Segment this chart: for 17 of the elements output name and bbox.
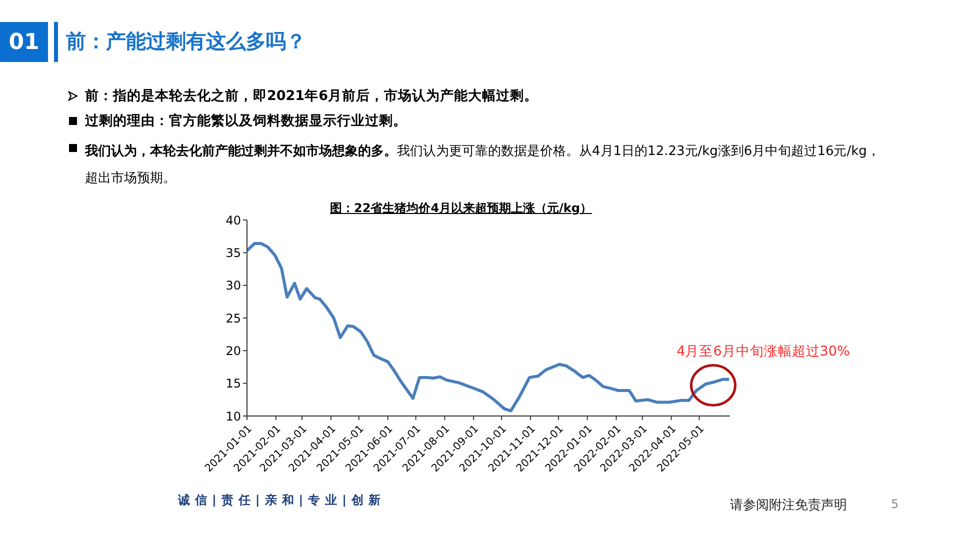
text: 前：产能过剩有这么多吗？	[66, 28, 306, 55]
text: 01	[0, 22, 48, 62]
annotation: 4月至6月中旬涨幅超过30%	[676, 343, 850, 360]
y-tick-label: 30	[226, 278, 241, 293]
text: 我们认为，本轮去化前产能过剩并不如市场想象的多。	[85, 144, 397, 159]
y-tick-label: 35	[226, 246, 241, 260]
chart-title: 图：22省生猪均价4月以来超预期上涨（元/kg）	[330, 200, 592, 217]
y-tick-label: 10	[226, 409, 241, 424]
y-tick-label: 20	[226, 344, 241, 358]
y-tick-label: 25	[226, 311, 241, 326]
text: 前：指的是本轮去化之前，即2021年6月前后，市场认为产能大幅过剩。	[85, 87, 538, 105]
y-tick-label: 40	[226, 213, 241, 228]
text: 5	[891, 497, 899, 511]
text: 过剩的理由：官方能繁以及饲料数据显示行业过剩。	[85, 112, 407, 130]
y-tick-label: 15	[226, 376, 241, 391]
text: 请参阅附注免责声明	[730, 497, 847, 514]
text: 诚信|责任|亲和|专业|创新	[178, 492, 386, 509]
